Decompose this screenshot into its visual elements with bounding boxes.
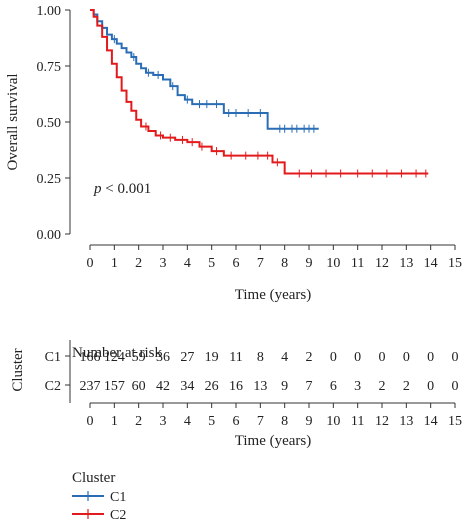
risk-count-c2: 3 [354, 379, 361, 394]
legend-title: Cluster [72, 470, 115, 486]
risk-x-tick-label: 13 [399, 414, 413, 429]
risk-count-c2: 34 [180, 379, 194, 394]
y-tick-label: 0.75 [37, 60, 62, 75]
risk-x-tick-label: 14 [424, 414, 438, 429]
risk-x-tick-label: 3 [160, 414, 167, 429]
risk-x-tick-label: 9 [306, 414, 313, 429]
survival-curve-c2 [90, 9, 429, 175]
risk-x-tick-label: 7 [257, 414, 264, 429]
risk-count-c2: 237 [80, 379, 101, 394]
x-tick-label: 3 [160, 256, 167, 271]
risk-x-tick-label: 6 [233, 414, 240, 429]
risk-x-tick-label: 4 [184, 414, 191, 429]
risk-table-x-tick-labels: 0 1 2 3 4 5 6 7 8 9 10 11 12 13 14 15 [87, 403, 462, 429]
risk-count-c2: 26 [205, 379, 219, 394]
risk-count-c1: 0 [379, 350, 386, 365]
risk-count-c1: 124 [104, 350, 125, 365]
x-tick-label: 11 [351, 256, 364, 271]
risk-row-label-c1: C1 [45, 350, 61, 365]
p-value-annotation: p < 0.001 [93, 181, 151, 197]
y-axis-label: Overall survival [5, 73, 21, 170]
x-tick-label: 13 [399, 256, 413, 271]
x-axis-label: Time (years) [235, 287, 312, 303]
risk-count-c1: 166 [80, 350, 101, 365]
risk-count-c1: 0 [452, 350, 459, 365]
risk-x-tick-label: 5 [208, 414, 215, 429]
risk-count-c1: 4 [281, 350, 288, 365]
x-tick-label: 14 [424, 256, 438, 271]
legend-label-c2: C2 [110, 508, 126, 523]
risk-x-tick-label: 15 [448, 414, 462, 429]
risk-count-c1: 0 [330, 350, 337, 365]
x-tick-label: 10 [326, 256, 340, 271]
risk-table-rows: C1 166 124 59 36 27 19 11 8 4 2 0 0 0 0 0 0C2 237 157 60 42 3… [45, 350, 459, 394]
x-tick-label: 7 [257, 256, 264, 271]
y-tick-label: 0.50 [37, 116, 62, 131]
risk-count-c1: 11 [229, 350, 242, 365]
risk-count-c1: 2 [306, 350, 313, 365]
risk-count-c1: 0 [403, 350, 410, 365]
x-tick-label: 1 [111, 256, 118, 271]
risk-count-c1: 0 [354, 350, 361, 365]
risk-count-c1: 59 [132, 350, 146, 365]
censor-marks [113, 35, 427, 178]
x-tick-label: 4 [184, 256, 191, 271]
x-tick-label: 15 [448, 256, 462, 271]
risk-count-c2: 157 [104, 379, 125, 394]
x-tick-label: 6 [233, 256, 240, 271]
risk-count-c2: 60 [132, 379, 146, 394]
survival-curve-c1 [90, 9, 319, 130]
risk-table: Number at risk Cluster C1 166 124 59 36 27 19 1… [10, 340, 462, 449]
risk-x-tick-label: 2 [135, 414, 142, 429]
risk-count-c2: 6 [330, 379, 337, 394]
x-tick-label: 8 [281, 256, 288, 271]
risk-table-x-axis-label: Time (years) [235, 433, 312, 449]
risk-x-tick-label: 1 [111, 414, 118, 429]
x-tick-label: 12 [375, 256, 389, 271]
risk-count-c2: 2 [403, 379, 410, 394]
y-tick-label: 1.00 [37, 4, 62, 19]
risk-x-tick-label: 0 [87, 414, 94, 429]
risk-row-label-c2: C2 [45, 379, 61, 394]
risk-count-c2: 0 [427, 379, 434, 394]
survival-curves [90, 9, 429, 175]
x-tick-label: 2 [135, 256, 142, 271]
risk-count-c2: 42 [156, 379, 170, 394]
risk-table-group-label: Cluster [10, 348, 26, 391]
y-tick-labels: 0.00 0.25 0.50 0.75 1.00 [37, 4, 70, 243]
legend-label-c1: C1 [110, 490, 126, 505]
risk-table-title: Number at risk [72, 345, 162, 361]
x-tick-labels: 0 1 2 3 4 5 6 7 8 9 10 11 12 13 14 15 [87, 245, 462, 271]
y-tick-label: 0.25 [37, 172, 62, 187]
risk-x-tick-label: 11 [351, 414, 364, 429]
km-axes [69, 10, 455, 246]
p-value-text: < 0.001 [102, 181, 152, 197]
y-tick-label: 0.00 [37, 228, 62, 243]
risk-count-c1: 19 [205, 350, 219, 365]
risk-count-c1: 27 [180, 350, 194, 365]
risk-x-tick-label: 12 [375, 414, 389, 429]
x-tick-label: 9 [306, 256, 313, 271]
risk-count-c2: 9 [281, 379, 288, 394]
p-symbol: p [93, 181, 102, 197]
risk-count-c2: 16 [229, 379, 243, 394]
risk-count-c1: 0 [427, 350, 434, 365]
x-tick-label: 5 [208, 256, 215, 271]
risk-x-tick-label: 8 [281, 414, 288, 429]
x-tick-label: 0 [87, 256, 94, 271]
risk-count-c1: 8 [257, 350, 264, 365]
risk-count-c2: 13 [253, 379, 267, 394]
risk-count-c2: 2 [379, 379, 386, 394]
risk-count-c1: 36 [156, 350, 170, 365]
risk-x-tick-label: 10 [326, 414, 340, 429]
risk-table-axes [69, 340, 455, 404]
km-plot: 0.000.250.500.751.00 0 1 2 3 4 5 6 7 8 9 10 11 12 13 1… [5, 4, 462, 303]
risk-count-c2: 0 [452, 379, 459, 394]
risk-count-c2: 7 [306, 379, 313, 394]
